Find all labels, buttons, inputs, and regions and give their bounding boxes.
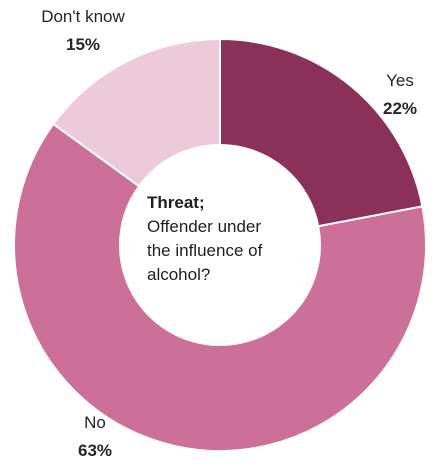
center-title: Threat; — [147, 193, 205, 212]
slice-value-label: 15% — [66, 35, 100, 54]
slice-value-label: 63% — [78, 441, 112, 460]
slice-don-t-know — [51, 37, 221, 188]
slice-value-label: 22% — [383, 99, 417, 118]
slice-label: Don't know — [41, 7, 125, 26]
slice-label: Yes — [386, 71, 414, 90]
center-line-1: Offender under — [147, 217, 262, 236]
center-text: Offender under the influence of alcohol? — [147, 215, 317, 287]
slice-yes — [219, 37, 424, 228]
slice-label: No — [84, 413, 106, 432]
center-line-2: the influence of — [147, 241, 263, 260]
center-line-3: alcohol? — [147, 265, 211, 284]
slice-no — [13, 122, 427, 452]
